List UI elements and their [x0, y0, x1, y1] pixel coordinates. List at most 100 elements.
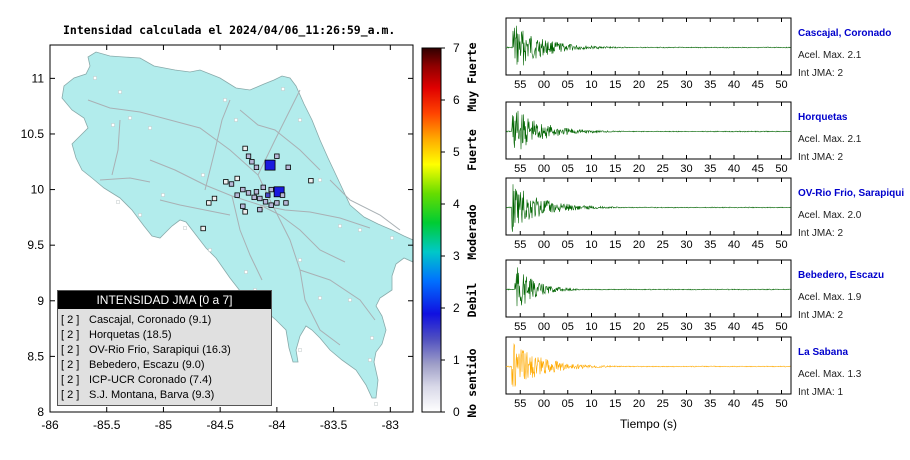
trace-tick-label: 05	[562, 239, 574, 251]
colorbar-tick-label: 1	[453, 353, 460, 367]
town-marker	[223, 98, 227, 102]
station-point	[242, 209, 248, 215]
station-name: Bebedero, Escazu	[798, 270, 884, 281]
legend-items: [ 2 ] Cascajal, Coronado (9.1) [ 2 ] Horque…	[58, 309, 271, 403]
trace-panel: 55 00 05 10 15 20 25 30 35 40 45 50 Bebedero, Escazu…	[505, 259, 884, 333]
trace-tick-label: 30	[680, 398, 692, 410]
colorbar-category-label: Muy Fuerte	[465, 42, 479, 111]
legend-item: [ 2 ] Horquetas (18.5)	[61, 328, 271, 343]
trace-tick-label: 45	[752, 398, 764, 410]
map-xtick-label: -85.5	[93, 418, 121, 432]
town-marker	[281, 87, 285, 91]
station-point	[253, 164, 260, 170]
road	[231, 195, 263, 281]
waveform	[505, 343, 791, 387]
trace-tick-label: 45	[752, 239, 764, 251]
town-marker	[318, 296, 322, 300]
waveform	[505, 267, 791, 307]
trace-tick-label: 00	[538, 79, 550, 91]
legend: INTENSIDAD JMA [0 a 7] [ 2 ] Cascajal, Co…	[57, 290, 272, 406]
town-marker	[93, 76, 97, 80]
town-marker	[298, 258, 302, 262]
map-xtick-label: -84	[268, 418, 286, 432]
colorbar-tick-label: 7	[453, 41, 460, 55]
trace-tick-label: 15	[609, 239, 621, 251]
trace-tick-label: 40	[728, 398, 740, 410]
trace-tick-label: 25	[657, 398, 669, 410]
station-point	[257, 206, 263, 213]
road	[87, 99, 271, 201]
station-point	[262, 199, 269, 205]
colorbar-tick-label: 4	[453, 197, 460, 211]
town-marker	[118, 90, 122, 94]
station-point	[245, 190, 252, 196]
trace-tick-label: 15	[609, 321, 621, 333]
trace-tick-label: 15	[609, 79, 621, 91]
station-point	[265, 192, 271, 198]
map-ytick-label: 11	[32, 71, 45, 85]
station-point	[268, 202, 274, 208]
station-point	[234, 175, 240, 182]
road	[299, 269, 376, 321]
town-marker	[368, 358, 372, 362]
legend-item-level: [ 2 ]	[61, 314, 80, 326]
trace-tick-label: 15	[609, 163, 621, 175]
map-xtick-label: -84.5	[206, 418, 234, 432]
station-point	[308, 178, 314, 184]
map-title: Intensidad calculada el 2024/04/06_11:26…	[63, 23, 396, 37]
town-marker	[111, 123, 115, 127]
station-name: OV-Rio Frio, Sarapiqui	[798, 188, 904, 199]
legend-item-label: Cascajal, Coronado (9.1)	[89, 314, 212, 326]
map-xtick-label: -83	[382, 418, 400, 432]
town-marker	[298, 348, 302, 352]
traces-panel: 55 00 05 10 15 20 25 30 35 40 45 50 Cascajal, Corona…	[505, 17, 904, 431]
legend-item: [ 2 ] Bebedero, Escazu (9.0)	[61, 358, 271, 373]
station-name: La Sabana	[798, 347, 848, 358]
legend-item-label: Bebedero, Escazu (9.0)	[89, 359, 205, 371]
station-point	[200, 225, 206, 232]
trace-tick-label: 25	[657, 239, 669, 251]
trace-tick-label: 00	[538, 239, 550, 251]
town-marker	[148, 126, 152, 130]
road	[257, 89, 301, 176]
town-marker	[390, 236, 394, 240]
road	[99, 177, 151, 183]
trace-tick-label: 20	[633, 79, 645, 91]
trace-panel: 55 00 05 10 15 20 25 30 35 40 45 50 OV-Rio Frio, Sar…	[505, 177, 904, 251]
legend-item: [ 2 ] ICP-UCR Coronado (7.4)	[61, 373, 271, 388]
station-point	[249, 159, 255, 165]
trace-tick-label: 25	[657, 321, 669, 333]
station-point	[245, 153, 252, 159]
town-marker	[161, 193, 165, 197]
trace-tick-label: 30	[680, 239, 692, 251]
legend-title: INTENSIDAD JMA [0 a 7]	[58, 291, 271, 309]
trace-panel: 55 00 05 10 15 20 25 30 35 40 45 50 La Sabana Acel. M…	[505, 336, 862, 410]
map-axes: -86 -85.5 -85 -84.5 -84 -83.5 -83 11 10.5 10 9.5 9 8…	[21, 45, 413, 432]
trace-tick-label: 10	[585, 239, 597, 251]
colorbar-tick-label: 2	[453, 301, 460, 315]
colorbar-category-label: No sentido	[465, 348, 479, 417]
road	[259, 204, 346, 263]
town-marker	[244, 270, 248, 274]
trace-tick-label: 50	[775, 321, 787, 333]
colorbar-tick-label: 0	[453, 405, 460, 419]
trace-frame	[505, 336, 792, 395]
map-ytick-label: 10	[31, 183, 45, 197]
station-point	[251, 194, 257, 201]
legend-item-level: [ 2 ]	[61, 359, 80, 371]
road	[204, 99, 231, 191]
legend-item-level: [ 2 ]	[61, 389, 80, 401]
map-xtick-label: -83.5	[320, 418, 348, 432]
legend-item-label: S.J. Montana, Barva (9.3)	[89, 389, 215, 401]
trace-tick-label: 25	[657, 79, 669, 91]
station-jma: Int JMA: 2	[798, 68, 843, 79]
costa-rica-land	[61, 51, 413, 399]
station-markers	[200, 145, 314, 232]
town-marker	[116, 200, 120, 204]
trace-tick-label: 55	[514, 239, 526, 251]
trace-tick-label: 30	[680, 79, 692, 91]
trace-tick-label: 55	[514, 398, 526, 410]
trace-tick-label: 45	[752, 321, 764, 333]
trace-tick-label: 00	[538, 398, 550, 410]
